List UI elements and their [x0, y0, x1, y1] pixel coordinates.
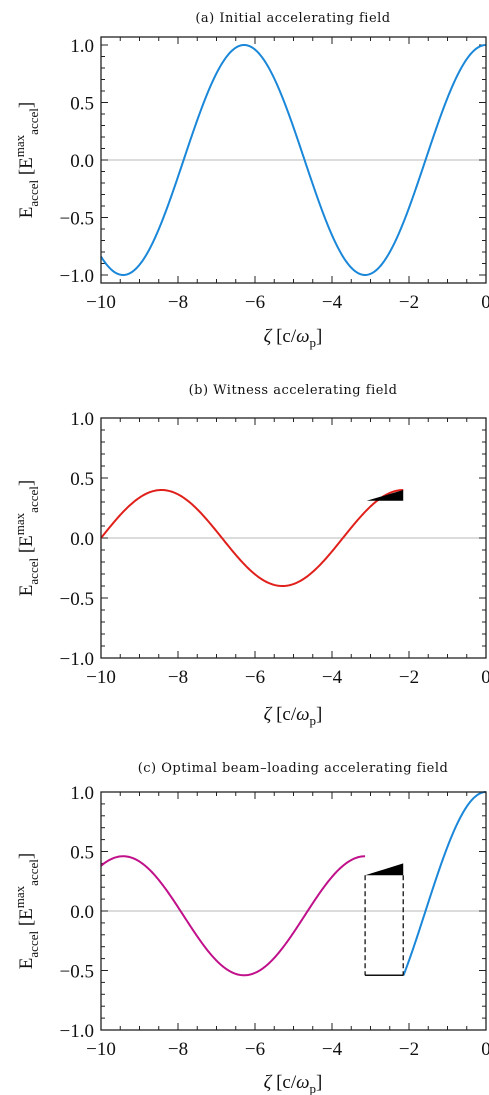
y-tick-label: −1.0	[60, 266, 94, 287]
x-tick-label: −10	[86, 667, 116, 688]
x-tick-label: 0	[481, 667, 489, 688]
panel-c-title: (c) Optimal beam–loading accelerating fi…	[138, 761, 449, 776]
panel-b: (b) Witness accelerating field −10 −8 −6 −4…	[12, 383, 489, 728]
x-tick-label: −6	[245, 1039, 265, 1060]
panel-c-plot-frame	[100, 791, 487, 1031]
panel-a-xlabel: ζ [c/ωp]	[264, 326, 323, 350]
panel-c-ylabel: Eaccel [Emaxaccel]	[12, 853, 41, 969]
y-tick-label: 0.5	[70, 94, 94, 115]
x-tick-label: −10	[86, 1039, 116, 1060]
panel-c-series-loaded	[100, 855, 366, 977]
panel-a-tick-labels: −10 −8 −6 −4 −2 0 1.0 0.5 0.0 −0.5 −1.0	[60, 36, 489, 313]
x-tick-label: −4	[322, 292, 343, 313]
x-tick-label: −8	[168, 667, 188, 688]
x-tick-label: 0	[481, 1039, 489, 1060]
y-tick-label: −0.5	[60, 589, 94, 610]
y-tick-label: 1.0	[70, 409, 94, 430]
y-tick-label: 0.5	[70, 843, 94, 864]
y-tick-label: 0.0	[70, 529, 94, 550]
x-tick-label: −2	[399, 667, 419, 688]
panel-c: (c) Optimal beam–loading accelerating fi…	[12, 761, 489, 1095]
x-tick-label: −4	[322, 667, 343, 688]
panel-a: (a) Initial accelerating field −10 −8 −6 −4…	[12, 11, 489, 350]
panel-b-tick-labels: −10 −8 −6 −4 −2 0 1.0 0.5 0.0 −0.5 −1.0	[60, 409, 489, 688]
y-tick-label: −1.0	[60, 649, 94, 670]
y-tick-label: 1.0	[70, 36, 94, 57]
y-tick-label: −1.0	[60, 1021, 94, 1042]
x-tick-label: −2	[399, 1039, 419, 1060]
panel-c-dashed-box	[364, 875, 404, 976]
x-tick-label: 0	[481, 292, 489, 313]
x-tick-label: −10	[86, 292, 116, 313]
x-tick-label: −8	[168, 292, 188, 313]
x-tick-label: −4	[322, 1039, 343, 1060]
panel-c-xlabel: ζ [c/ωp]	[264, 1072, 323, 1095]
y-tick-label: −0.5	[60, 962, 94, 983]
panel-a-ylabel: Eaccel [Emaxaccel]	[12, 102, 41, 218]
panel-b-beam-wedge	[366, 490, 404, 501]
y-tick-label: 0.5	[70, 469, 94, 490]
x-tick-label: −6	[245, 667, 265, 688]
y-tick-label: −0.5	[60, 209, 94, 230]
panel-c-tick-labels: −10 −8 −6 −4 −2 0 1.0 0.5 0.0 −0.5 −1.0	[60, 783, 489, 1060]
panel-a-series-cos	[100, 44, 487, 277]
y-tick-label: 0.0	[70, 902, 94, 923]
y-tick-label: 0.0	[70, 151, 94, 172]
panel-b-plot-frame	[100, 417, 487, 659]
panel-b-xlabel: ζ [c/ωp]	[264, 704, 323, 728]
panel-c-series-cos	[402, 791, 487, 976]
panel-a-title: (a) Initial accelerating field	[195, 11, 390, 26]
panel-a-plot-frame	[100, 36, 487, 284]
x-tick-label: −6	[245, 292, 265, 313]
panel-b-ylabel: Eaccel [Emaxaccel]	[12, 480, 41, 596]
x-tick-label: −8	[168, 1039, 188, 1060]
x-tick-label: −2	[399, 292, 419, 313]
y-tick-label: 1.0	[70, 783, 94, 804]
panel-b-series-witness	[100, 488, 404, 588]
panel-b-title: (b) Witness accelerating field	[189, 383, 398, 398]
panel-c-beam-wedge	[365, 863, 404, 876]
panel-c-ticks	[100, 791, 487, 1031]
